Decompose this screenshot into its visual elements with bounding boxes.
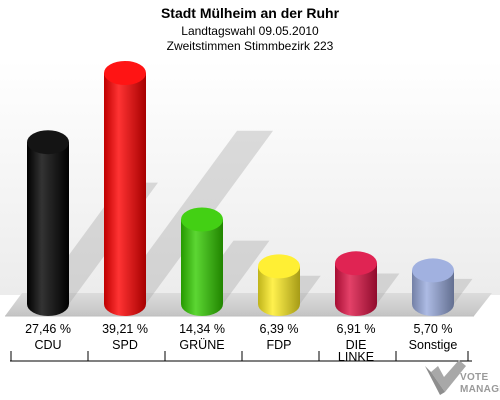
value-label: 6,91 %	[337, 322, 376, 336]
chart-subtitle-district: Zweitstimmen Stimmbezirk 223	[167, 39, 334, 53]
bar-grüne	[181, 207, 223, 316]
category-axis	[10, 351, 472, 362]
bar-top	[335, 251, 377, 276]
category-label: CDU	[34, 338, 61, 352]
logo-line-2: MANAGER	[460, 384, 500, 395]
bar-body	[412, 270, 454, 316]
category-label: Sonstige	[409, 338, 458, 352]
bar-cdu	[27, 130, 69, 316]
plot-background	[0, 60, 500, 295]
bar-top	[27, 130, 69, 155]
bar-body	[27, 142, 69, 316]
value-label: 27,46 %	[25, 322, 71, 336]
bar-body	[104, 73, 146, 316]
bar-top	[181, 207, 223, 232]
category-label: GRÜNE	[179, 338, 224, 352]
chart-subtitle-date: Landtagswahl 09.05.2010	[181, 24, 319, 38]
value-label: 39,21 %	[102, 322, 148, 336]
bar-spd	[104, 61, 146, 316]
value-label: 6,39 %	[260, 322, 299, 336]
value-label: 5,70 %	[414, 322, 453, 336]
bar-sonstige	[412, 258, 454, 316]
bar-fdp	[258, 254, 300, 316]
value-labels: 27,46 % 39,21 % 14,34 % 6,39 % 6,91 % 5,70 %	[25, 322, 452, 336]
value-label: 14,34 %	[179, 322, 225, 336]
checkmark-icon	[425, 360, 466, 395]
votemanager-logo: VOTE MANAGER	[425, 360, 500, 395]
logo-line-1: VOTE	[460, 372, 488, 383]
category-label: SPD	[112, 338, 138, 352]
bar-body	[335, 263, 377, 316]
category-label: DIE	[346, 338, 367, 352]
category-label: LINKE	[338, 350, 374, 364]
bar-die-linke	[335, 251, 377, 316]
bar-top	[258, 254, 300, 279]
category-label: FDP	[267, 338, 292, 352]
chart-title: Stadt Mülheim an der Ruhr	[161, 5, 340, 21]
bar-top	[412, 258, 454, 283]
bar-body	[181, 219, 223, 316]
bars-group	[27, 61, 454, 316]
bar-top	[104, 61, 146, 85]
bar-body	[258, 266, 300, 316]
